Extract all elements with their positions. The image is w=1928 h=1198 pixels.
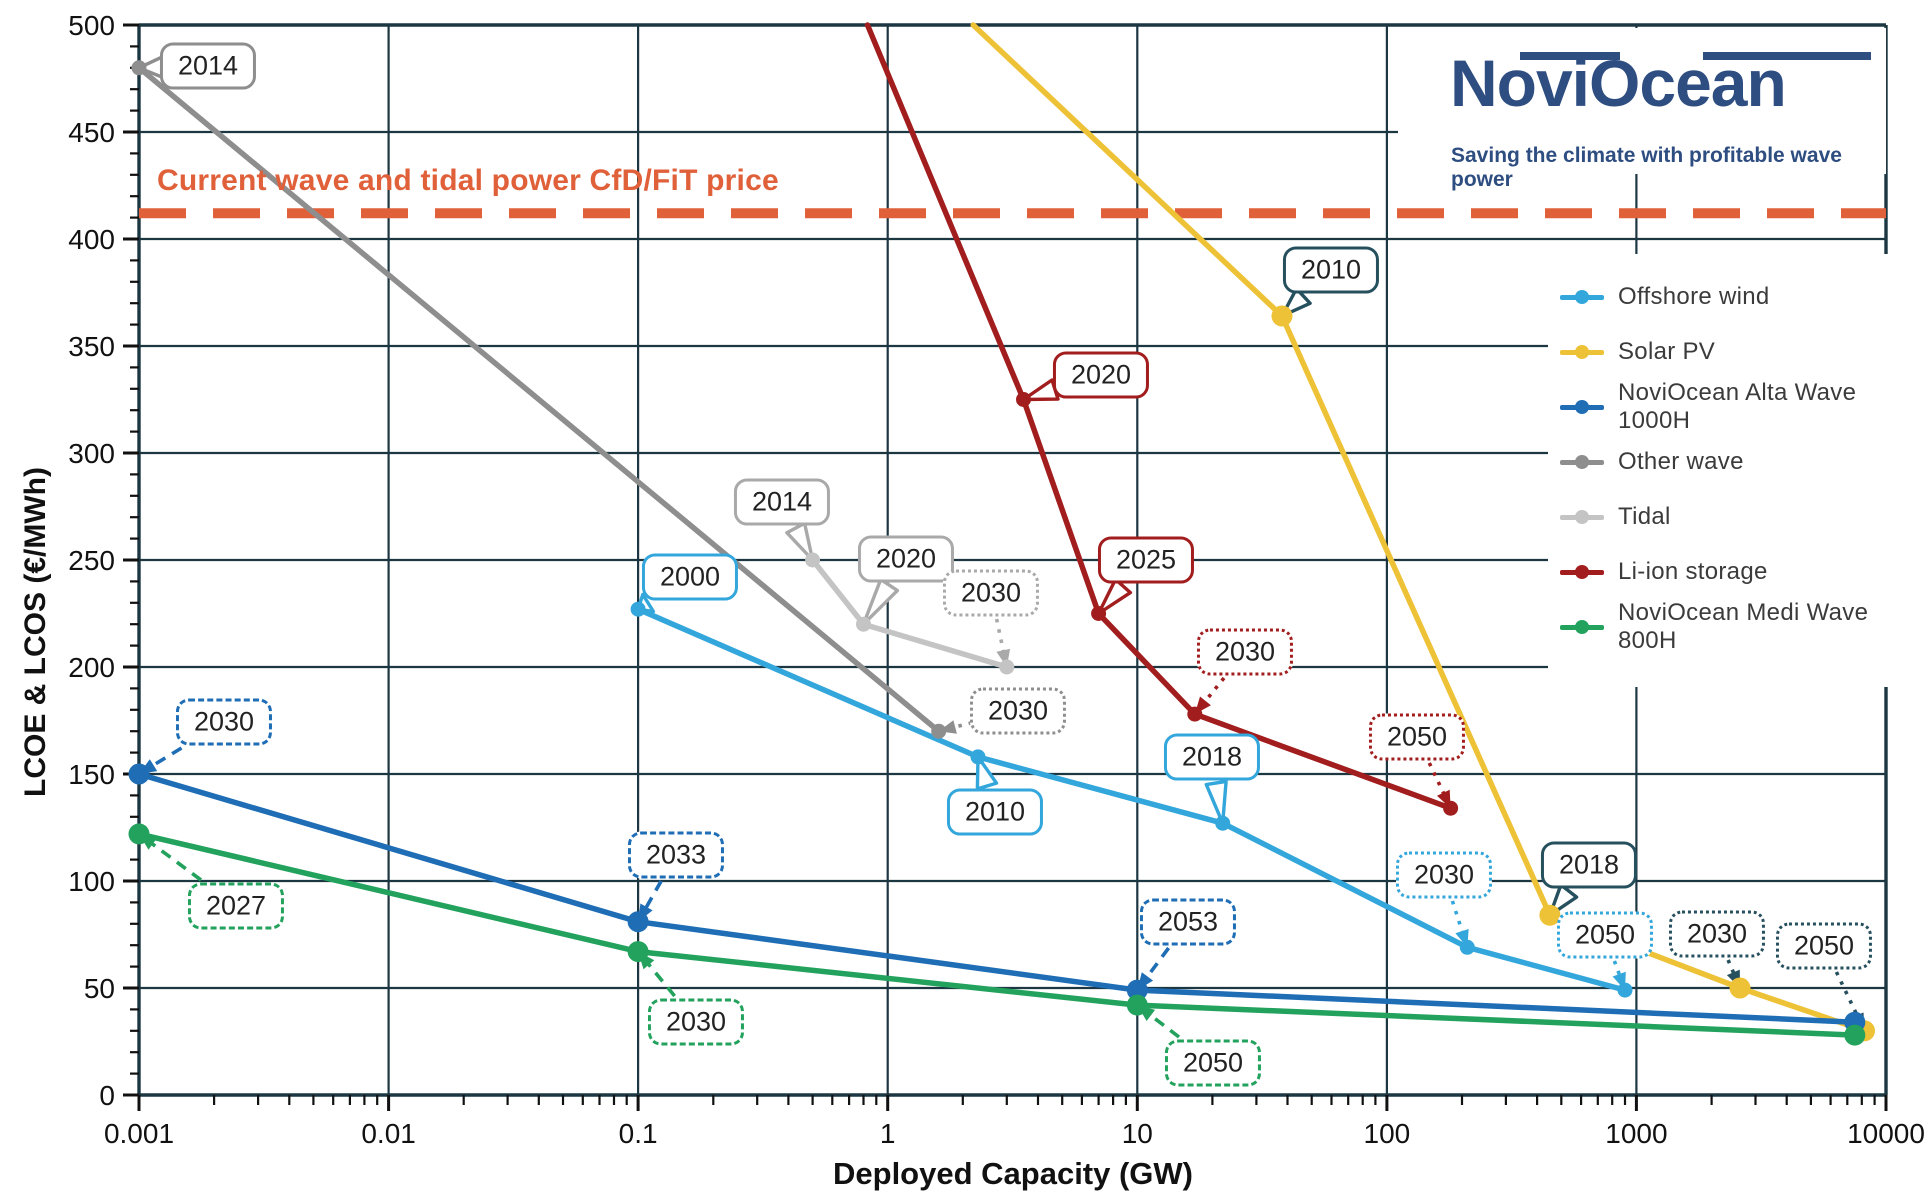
legend-item-label: Offshore wind: [1618, 283, 1770, 310]
cfd-fit-price-label: Current wave and tidal power CfD/FiT pri…: [157, 164, 779, 197]
legend-item-label: Solar PV: [1618, 338, 1716, 365]
callout-2027-noviocean-medi-wave-800h: 2027: [187, 882, 285, 930]
svg-text:50: 50: [84, 973, 115, 1004]
svg-text:0.001: 0.001: [104, 1118, 174, 1149]
callout-2014-tidal: 2014: [733, 478, 831, 526]
y-axis-title: LCOE & LCOS (€/MWh): [19, 467, 52, 797]
noviocean-logo: NoviOcean Saving the climate with profit…: [1398, 28, 1886, 191]
svg-text:0.01: 0.01: [361, 1118, 416, 1149]
svg-text:450: 450: [68, 117, 115, 148]
callout-2014-other-wave: 2014: [159, 42, 257, 90]
callout-2053-noviocean-alta-wave-1000h: 2053: [1139, 898, 1237, 946]
callout-2050-li-ion-storage: 2050: [1368, 713, 1466, 761]
callout-2030-noviocean-alta-wave-1000h: 2030: [175, 698, 273, 746]
callout-2030-tidal: 2030: [942, 569, 1040, 617]
callout-2050-noviocean-medi-wave-800h: 2050: [1164, 1039, 1262, 1087]
logo-bar-decoration: [1520, 52, 1620, 60]
legend-swatch-icon: [1560, 620, 1604, 634]
svg-text:400: 400: [68, 224, 115, 255]
svg-text:350: 350: [68, 331, 115, 362]
callout-2030-offshore-wind: 2030: [1395, 851, 1493, 899]
callout-2050-solar-pv: 2050: [1775, 922, 1873, 970]
callout-2018-offshore-wind: 2018: [1163, 733, 1261, 781]
legend-item-other-wave: Other wave: [1560, 448, 1905, 475]
svg-text:0: 0: [99, 1080, 115, 1111]
legend-swatch-icon: [1560, 565, 1604, 579]
callout-2010-solar-pv: 2010: [1282, 246, 1380, 294]
legend-item-solar-pv: Solar PV: [1560, 338, 1905, 365]
svg-text:500: 500: [68, 10, 115, 41]
legend-swatch-icon: [1560, 400, 1604, 414]
legend-item-label: Tidal: [1618, 503, 1671, 530]
legend-item-label: Li-ion storage: [1618, 558, 1768, 585]
logo-bar-decoration: [1703, 52, 1871, 60]
svg-text:200: 200: [68, 652, 115, 683]
callout-2030-other-wave: 2030: [969, 687, 1067, 735]
legend-swatch-icon: [1560, 345, 1604, 359]
legend-swatch-icon: [1560, 455, 1604, 469]
callout-2050-offshore-wind: 2050: [1556, 911, 1654, 959]
legend-swatch-icon: [1560, 290, 1604, 304]
legend-swatch-icon: [1560, 510, 1604, 524]
logo-tagline: Saving the climate with profitable wave …: [1451, 144, 1842, 191]
legend-item-li-ion-storage: Li-ion storage: [1560, 558, 1905, 585]
logo-wordmark: NoviOcean: [1450, 46, 1787, 120]
legend-item-noviocean-medi-wave-800h: NoviOcean Medi Wave 800H: [1560, 599, 1905, 654]
svg-text:300: 300: [68, 438, 115, 469]
callout-2030-li-ion-storage: 2030: [1196, 628, 1294, 676]
x-axis-title: Deployed Capacity (GW): [833, 1156, 1193, 1191]
callout-2020-li-ion-storage: 2020: [1052, 351, 1150, 399]
svg-text:10000: 10000: [1847, 1118, 1925, 1149]
callout-2000-offshore-wind: 2000: [641, 553, 739, 601]
callout-2033-noviocean-alta-wave-1000h: 2033: [627, 831, 725, 879]
svg-text:100: 100: [1364, 1118, 1411, 1149]
legend-item-label: Other wave: [1618, 448, 1744, 475]
svg-text:150: 150: [68, 759, 115, 790]
svg-text:0.1: 0.1: [619, 1118, 658, 1149]
legend-item-tidal: Tidal: [1560, 503, 1905, 530]
legend: Offshore wind Solar PV NoviOcean Alta Wave…: [1548, 254, 1905, 687]
legend-item-label: NoviOcean Alta Wave 1000H: [1618, 379, 1857, 434]
legend-item-noviocean-alta-wave-1000h: NoviOcean Alta Wave 1000H: [1560, 379, 1905, 434]
svg-text:1000: 1000: [1605, 1118, 1667, 1149]
callout-2020-tidal: 2020: [857, 535, 955, 583]
svg-text:1: 1: [880, 1118, 896, 1149]
callout-2010-offshore-wind: 2010: [946, 788, 1044, 836]
legend-item-label: NoviOcean Medi Wave 800H: [1618, 599, 1869, 654]
svg-text:100: 100: [68, 866, 115, 897]
legend-item-offshore-wind: Offshore wind: [1560, 283, 1905, 310]
callout-2030-solar-pv: 2030: [1668, 910, 1766, 958]
callout-2018-solar-pv: 2018: [1540, 841, 1638, 889]
callout-2030-noviocean-medi-wave-800h: 2030: [647, 998, 745, 1046]
svg-text:250: 250: [68, 545, 115, 576]
svg-text:10: 10: [1122, 1118, 1153, 1149]
callout-2025-li-ion-storage: 2025: [1097, 536, 1195, 584]
